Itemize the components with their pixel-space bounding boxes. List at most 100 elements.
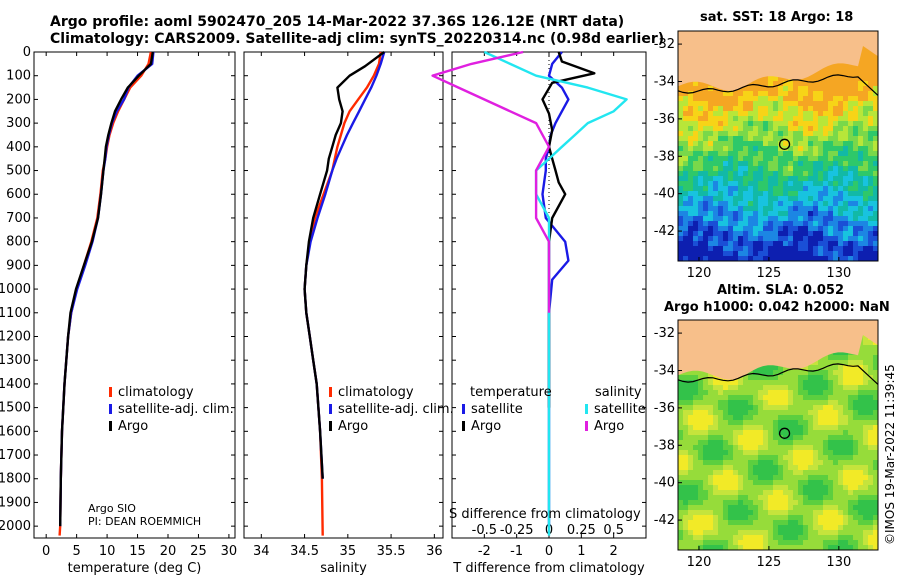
map-cell (843, 201, 849, 207)
map-cell (868, 490, 874, 496)
map-cell (688, 161, 694, 167)
map-cell (688, 116, 694, 122)
map-cell (863, 465, 869, 471)
map-cell (703, 440, 709, 446)
map-cell (758, 445, 764, 451)
map-cell (723, 196, 729, 202)
map-cell (848, 495, 854, 501)
legend2-label-satellite: satellite-adj. clim. (338, 402, 454, 417)
map-cell (763, 545, 769, 550)
legend2-label-argo: Argo (338, 419, 368, 434)
map-cell (748, 111, 754, 117)
map-cell (703, 475, 709, 481)
map-cell (748, 395, 754, 401)
map-cell (808, 146, 814, 152)
map-cell (743, 181, 749, 187)
map-cell (753, 450, 759, 456)
map-cell (683, 475, 689, 481)
map-cell (858, 246, 864, 252)
map-cell (838, 530, 844, 536)
map-cell (743, 106, 749, 112)
map-cell (768, 485, 774, 491)
map-cell (718, 545, 724, 550)
s-tick-label: 0.5 (603, 523, 624, 538)
map-cell (773, 515, 779, 521)
map-cell (713, 251, 719, 257)
map-cell (853, 390, 859, 396)
map-cell (738, 91, 744, 97)
map-cell (683, 490, 689, 496)
map-cell (688, 480, 694, 486)
map-cell (778, 450, 784, 456)
map-cell (773, 495, 779, 501)
map-cell (718, 515, 724, 521)
map-cell (693, 156, 699, 162)
map-cell (698, 370, 704, 376)
map-cell (828, 156, 834, 162)
map-cell (873, 61, 878, 67)
map-cell (823, 241, 829, 247)
map-cell (723, 176, 729, 182)
map-cell (743, 126, 749, 132)
map-cell (763, 445, 769, 451)
map-cell (708, 91, 714, 97)
map-cell (753, 455, 759, 461)
map-cell (763, 146, 769, 152)
map-cell (753, 191, 759, 197)
map-cell (848, 141, 854, 147)
map-cell (763, 440, 769, 446)
map-cell (848, 71, 854, 77)
map-cell (718, 440, 724, 446)
map-cell (713, 171, 719, 177)
map-cell (738, 126, 744, 132)
map-cell (793, 166, 799, 172)
map-cell (753, 121, 759, 127)
map-cell (823, 360, 829, 366)
map-cell (813, 450, 819, 456)
map-cell (678, 435, 684, 441)
map-cell (818, 86, 824, 92)
map-cell (798, 151, 804, 157)
map-cell (803, 96, 809, 102)
map-cell (788, 520, 794, 526)
map-cell (683, 530, 689, 536)
map-cell (848, 81, 854, 87)
map-cell (783, 241, 789, 247)
map-cell (808, 455, 814, 461)
map-cell (823, 141, 829, 147)
map-cell (793, 86, 799, 92)
map-cell (808, 191, 814, 197)
map-cell (703, 480, 709, 486)
map-cell (838, 450, 844, 456)
map-cell (803, 530, 809, 536)
map-cell (708, 400, 714, 406)
map-cell (753, 211, 759, 217)
map-cell (823, 176, 829, 182)
map-cell (708, 206, 714, 212)
map-cell (773, 91, 779, 97)
map-cell (868, 131, 874, 137)
map-cell (763, 470, 769, 476)
map-cell (773, 415, 779, 421)
map-cell (863, 495, 869, 501)
map-cell (748, 410, 754, 416)
map-cell (818, 385, 824, 391)
map-cell (703, 186, 709, 192)
map-cell (853, 76, 859, 82)
map-cell (763, 166, 769, 172)
map-cell (848, 545, 854, 550)
map-cell (808, 111, 814, 117)
map-cell (823, 126, 829, 132)
map-cell (693, 91, 699, 97)
map-cell (793, 425, 799, 431)
map-cell (693, 221, 699, 227)
map-cell (738, 455, 744, 461)
map-cell (788, 86, 794, 92)
map-cell (788, 405, 794, 411)
map-cell (768, 201, 774, 207)
map-cell (713, 450, 719, 456)
map-cell (788, 515, 794, 521)
y-tick-label: 300 (6, 116, 31, 131)
map-cell (853, 96, 859, 102)
map-cell (873, 131, 878, 137)
